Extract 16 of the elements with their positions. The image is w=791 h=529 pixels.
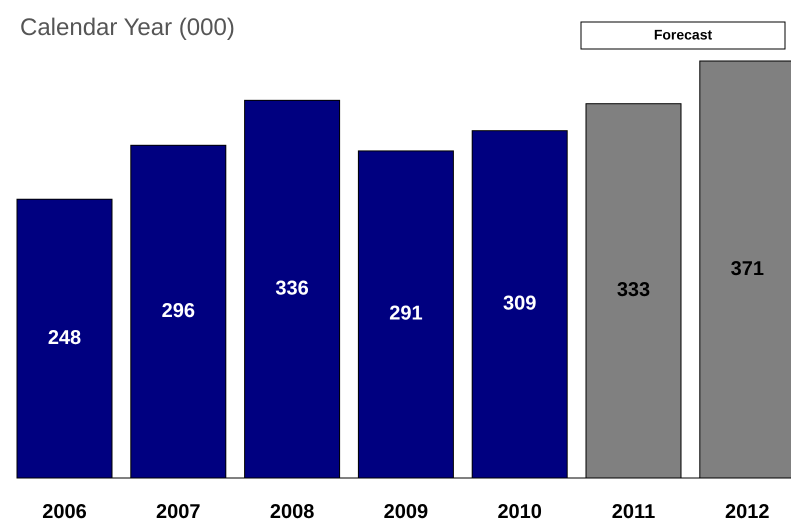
x-tick-label: 2010 <box>497 501 542 523</box>
data-label: 336 <box>275 277 309 300</box>
data-label: 291 <box>389 302 423 325</box>
x-tick-label: 2012 <box>725 501 770 523</box>
x-tick-label: 2007 <box>156 501 201 523</box>
x-tick-label: 2006 <box>42 501 87 523</box>
data-label: 333 <box>616 279 650 302</box>
data-label: 296 <box>162 300 195 322</box>
data-label: 248 <box>48 326 82 349</box>
x-tick-label: 2008 <box>270 501 314 523</box>
data-label: 309 <box>503 292 536 315</box>
x-tick-label: 2009 <box>384 501 428 523</box>
data-label: 371 <box>730 258 764 280</box>
x-tick-label: 2011 <box>612 501 656 523</box>
chart-title: Calendar Year (000) <box>20 14 235 41</box>
text: Forecast <box>654 26 713 43</box>
